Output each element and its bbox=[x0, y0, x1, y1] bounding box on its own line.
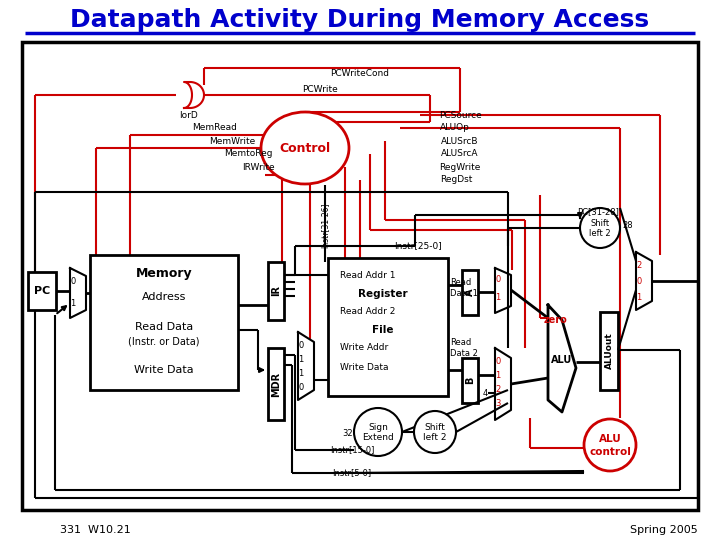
Text: IR: IR bbox=[271, 286, 281, 296]
Circle shape bbox=[354, 408, 402, 456]
Text: Instr[25-0]: Instr[25-0] bbox=[394, 241, 442, 251]
Text: 2: 2 bbox=[636, 260, 642, 269]
Text: left 2: left 2 bbox=[589, 230, 611, 239]
Polygon shape bbox=[548, 305, 576, 412]
Text: Register: Register bbox=[358, 289, 408, 299]
Text: zero: zero bbox=[544, 315, 568, 325]
Text: Read Data: Read Data bbox=[135, 322, 193, 332]
Bar bbox=[268, 262, 284, 320]
Text: 0: 0 bbox=[495, 275, 500, 285]
Text: ALUOp: ALUOp bbox=[440, 124, 470, 132]
Text: left 2: left 2 bbox=[423, 434, 446, 442]
Text: 1: 1 bbox=[298, 369, 304, 379]
Text: Address: Address bbox=[142, 292, 186, 302]
Text: MDR: MDR bbox=[271, 372, 281, 396]
Text: PCWriteCond: PCWriteCond bbox=[330, 69, 390, 78]
Text: ALU: ALU bbox=[598, 434, 621, 444]
Bar bbox=[28, 272, 56, 310]
Text: 331  W10.21: 331 W10.21 bbox=[60, 525, 131, 535]
Polygon shape bbox=[495, 268, 511, 313]
Text: PCSource: PCSource bbox=[438, 111, 482, 119]
Text: MemtoReg: MemtoReg bbox=[224, 150, 272, 159]
Text: Read Addr 2: Read Addr 2 bbox=[340, 307, 395, 316]
Text: 1: 1 bbox=[495, 294, 500, 302]
Text: Write Addr: Write Addr bbox=[340, 343, 388, 353]
Text: 2: 2 bbox=[495, 384, 500, 394]
Text: 0: 0 bbox=[298, 383, 304, 393]
Text: Read
Data 1: Read Data 1 bbox=[450, 278, 478, 298]
Text: PC: PC bbox=[34, 286, 50, 296]
Text: MemWrite: MemWrite bbox=[209, 137, 255, 145]
Circle shape bbox=[584, 419, 636, 471]
Text: 1: 1 bbox=[298, 355, 304, 364]
Text: Datapath Activity During Memory Access: Datapath Activity During Memory Access bbox=[71, 8, 649, 32]
Bar bbox=[462, 358, 478, 403]
Ellipse shape bbox=[261, 112, 349, 184]
Text: Sign: Sign bbox=[368, 422, 388, 431]
Circle shape bbox=[414, 411, 456, 453]
Text: Write Data: Write Data bbox=[340, 363, 389, 373]
Bar bbox=[328, 258, 448, 396]
Bar bbox=[600, 312, 618, 390]
Bar bbox=[90, 255, 238, 390]
Text: Spring 2005: Spring 2005 bbox=[630, 525, 698, 535]
Text: 1: 1 bbox=[71, 300, 76, 308]
Polygon shape bbox=[184, 82, 204, 108]
Text: File: File bbox=[372, 325, 394, 335]
Text: ALUout: ALUout bbox=[605, 333, 613, 369]
Text: 28: 28 bbox=[623, 221, 634, 231]
Text: Instr[15-0]: Instr[15-0] bbox=[330, 446, 374, 455]
Text: Memory: Memory bbox=[135, 267, 192, 280]
Text: Read
Data 2: Read Data 2 bbox=[450, 338, 478, 357]
Text: Write Data: Write Data bbox=[134, 365, 194, 375]
Text: Control: Control bbox=[279, 141, 330, 154]
Text: IRWrite: IRWrite bbox=[242, 163, 274, 172]
Polygon shape bbox=[495, 348, 511, 420]
Text: 0: 0 bbox=[495, 356, 500, 366]
Text: 1: 1 bbox=[636, 293, 642, 301]
Text: ALUSrcB: ALUSrcB bbox=[441, 137, 479, 145]
Text: Extend: Extend bbox=[362, 434, 394, 442]
Text: Shift: Shift bbox=[425, 422, 446, 431]
Text: ALUSrcA: ALUSrcA bbox=[441, 150, 479, 159]
Bar bbox=[22, 42, 698, 510]
Polygon shape bbox=[70, 268, 86, 318]
Bar bbox=[268, 348, 284, 420]
Text: control: control bbox=[589, 447, 631, 457]
Text: B: B bbox=[465, 377, 475, 384]
Text: Instr[5-0]: Instr[5-0] bbox=[333, 469, 372, 477]
Text: Shift: Shift bbox=[590, 219, 610, 227]
Text: Read Addr 1: Read Addr 1 bbox=[340, 272, 395, 280]
Text: Instr[31-26]: Instr[31-26] bbox=[320, 202, 330, 248]
Text: IorD: IorD bbox=[179, 111, 197, 119]
Text: (Instr. or Data): (Instr. or Data) bbox=[128, 336, 199, 346]
Text: RegDst: RegDst bbox=[440, 176, 472, 185]
Text: PC[31-28]: PC[31-28] bbox=[577, 207, 619, 217]
Text: 0: 0 bbox=[298, 341, 304, 350]
Circle shape bbox=[580, 208, 620, 248]
Polygon shape bbox=[636, 252, 652, 310]
Bar bbox=[462, 270, 478, 315]
Text: A: A bbox=[465, 289, 475, 296]
Text: 3: 3 bbox=[495, 400, 500, 408]
Text: RegWrite: RegWrite bbox=[439, 163, 481, 172]
Text: 4: 4 bbox=[482, 388, 487, 397]
Text: 32: 32 bbox=[343, 429, 354, 438]
Text: 0: 0 bbox=[71, 276, 76, 286]
Text: 1: 1 bbox=[495, 370, 500, 380]
Text: ALU: ALU bbox=[552, 355, 572, 365]
Text: 0: 0 bbox=[636, 276, 642, 286]
Polygon shape bbox=[298, 332, 314, 400]
Text: PCWrite: PCWrite bbox=[302, 85, 338, 94]
Text: MemRead: MemRead bbox=[192, 124, 238, 132]
